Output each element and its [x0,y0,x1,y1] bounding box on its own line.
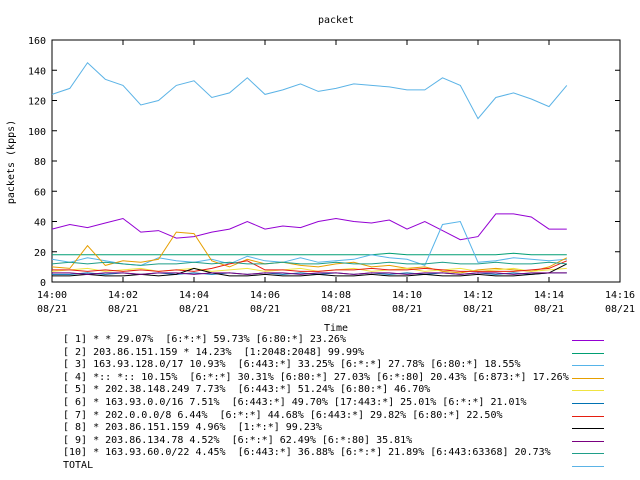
series-line-3 [51,220,567,267]
series-line-11 [51,61,568,120]
y-tick-label: 40 [34,218,46,229]
x-tick-label-date: 08/21 [108,304,138,315]
x-tick-label-time: 14:06 [250,290,280,301]
x-tick-label-time: 14:02 [108,290,138,301]
x-tick-label-date: 08/21 [605,304,635,315]
x-tick-label-date: 08/21 [179,304,209,315]
x-tick-label-time: 14:04 [179,290,209,301]
x-axis-label: Time [324,323,348,334]
x-tick-label-time: 14:08 [321,290,351,301]
x-tick-label-time: 14:10 [392,290,422,301]
series-line-7 [52,260,567,272]
x-tick-label-time: 14:16 [605,290,635,301]
y-tick-label: 160 [28,36,46,47]
x-tick-label-time: 14:12 [463,290,493,301]
x-tick-label-time: 14:14 [534,290,564,301]
series-line-2 [52,252,567,256]
x-tick-label-date: 08/21 [534,304,564,315]
plot-lines [51,61,568,277]
series-line-10 [51,261,567,266]
series-line-9 [52,272,567,275]
plot-frame [51,39,621,283]
y-tick-label: 80 [34,157,46,168]
y-tick-label: 20 [34,248,46,259]
x-tick-label-time: 14:00 [37,290,67,301]
y-tick-label: 100 [28,127,46,138]
x-tick-label-date: 08/21 [463,304,493,315]
axes: 0 20 40 60 80 100 120 140 160 14:00 08/21 14:02 08/2… [28,36,635,315]
y-tick-label: 120 [28,97,46,108]
y-axis-label: packets (kpps) [6,120,17,204]
x-tick-label-date: 08/21 [321,304,351,315]
chart-title: packet [318,15,354,26]
x-tick-label-date: 08/21 [250,304,280,315]
y-tick-label: 60 [34,187,46,198]
y-tick-label: 0 [40,278,46,289]
series-line-1 [51,213,567,241]
x-tick-label-date: 08/21 [37,304,67,315]
series-line-4 [51,231,568,274]
x-tick-label-date: 08/21 [392,304,422,315]
y-tick-label: 140 [28,66,46,77]
